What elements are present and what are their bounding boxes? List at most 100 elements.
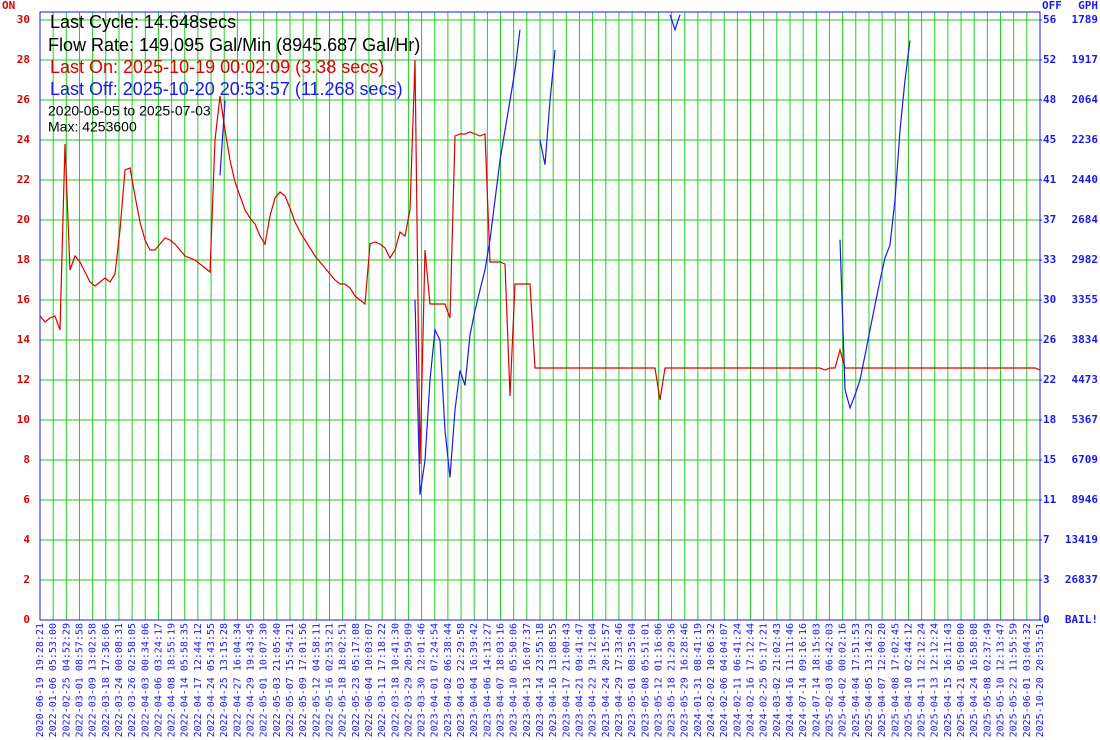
gph-label: 2064	[1072, 93, 1099, 106]
x-tick-label: 2022-04-29 19:43:45	[246, 623, 257, 737]
x-tick-label: 2022-06-04 10:03:07	[364, 623, 375, 737]
x-tick-label: 2024-07-14 09:16:16	[798, 623, 809, 737]
x-tick-label: 2022-05-03 21:05:40	[272, 623, 283, 737]
gph-label: 1917	[1072, 53, 1099, 66]
annotation: Max: 4253600	[48, 119, 137, 135]
annotation: Last Off: 2025-10-20 20:53:57 (11.268 se…	[50, 79, 403, 99]
y2-tick-label: 30	[1043, 293, 1056, 306]
x-tick-label: 2022-03-11 17:18:22	[377, 623, 388, 737]
x-tick-label: 2023-05-01 08:35:04	[627, 623, 638, 737]
y2-tick-label: 26	[1043, 333, 1057, 346]
x-tick-label: 2025-04-21 05:00:00	[956, 623, 967, 737]
y2-tick-label: 0	[1043, 613, 1050, 626]
x-tick-label: 2022-05-16 02:53:21	[324, 623, 335, 737]
x-tick-label: 2022-04-14 05:58:35	[180, 623, 191, 737]
y-tick-label: 8	[23, 453, 30, 466]
series-line	[40, 59, 1040, 465]
x-tick-label: 2025-06-01 03:04:32	[1022, 623, 1033, 737]
x-tick-label: 2023-04-29 17:33:46	[614, 623, 625, 737]
x-tick-label: 2022-04-03 00:34:06	[140, 623, 151, 737]
x-tick-label: 2022-03-09 13:02:58	[88, 623, 99, 737]
x-tick-label: 2022-04-27 16:04:34	[232, 623, 243, 737]
x-tick-label: 2022-03-01 08:57:58	[74, 623, 85, 737]
gph-label: 8946	[1072, 493, 1099, 506]
y-tick-label: 30	[17, 13, 30, 26]
y2-tick-label: 37	[1043, 213, 1056, 226]
y-tick-label: 12	[17, 373, 30, 386]
x-tick-label: 2022-05-09 17:01:56	[298, 623, 309, 737]
x-tick-label: 2025-05-10 12:13:47	[996, 623, 1007, 737]
x-tick-label: 2025-04-04 17:51:53	[851, 623, 862, 737]
x-tick-label: 2023-04-14 23:55:18	[535, 623, 546, 737]
x-tick-label: 2024-03-02 21:02:43	[772, 623, 783, 737]
x-tick-label: 2022-03-18 17:36:06	[101, 623, 112, 737]
x-tick-label: 2022-04-06 03:24:17	[153, 623, 164, 737]
y-tick-label: 28	[17, 53, 30, 66]
y-tick-label: 22	[17, 173, 30, 186]
x-tick-label: 2023-04-17 21:00:43	[561, 623, 572, 737]
x-tick-label: 2023-05-18 21:20:36	[667, 623, 678, 737]
x-tick-label: 2024-02-16 17:12:44	[746, 623, 757, 737]
x-tick-label: 2024-07-14 18:15:03	[811, 623, 822, 737]
gph-label: 4473	[1072, 373, 1099, 386]
x-tick-label: 2024-02-02 10:06:32	[706, 623, 717, 737]
grid	[39, 12, 1041, 621]
x-tick-label: 2024-02-11 06:41:24	[732, 623, 743, 737]
x-tick-label: 2022-04-08 18:55:19	[167, 623, 178, 737]
x-tick-label: 2022-04-24 05:43:55	[206, 623, 217, 737]
gph-label: 2684	[1072, 213, 1099, 226]
x-tick-label: 2020-06-19 19:28:21	[35, 623, 46, 737]
y2-axis-label: OFF	[1042, 0, 1062, 12]
x-tick-label: 2022-05-01 10:07:30	[259, 623, 270, 737]
y2-tick-label: 48	[1043, 93, 1056, 106]
x-tick-label: 2023-04-01 07:24:54	[430, 623, 441, 737]
x-tick-label: 2022-03-29 20:59:09	[403, 623, 414, 737]
plot-frame	[39, 11, 1041, 621]
y2-tick-label: 7	[1043, 533, 1050, 546]
x-tick-label: 2023-05-12 01:16:06	[653, 623, 664, 737]
x-tick-label: 2025-04-13 12:12:24	[930, 623, 941, 737]
y-tick-label: 20	[17, 213, 30, 226]
x-tick-label: 2025-05-22 11:55:59	[1009, 623, 1020, 737]
x-tick-label: 2024-02-25 05:17:21	[759, 623, 770, 737]
x-tick-label: 2024-04-16 11:11:46	[785, 623, 796, 737]
series-line	[219, 14, 911, 495]
x-tick-label: 2024-02-06 04:04:07	[719, 623, 730, 737]
lines	[40, 14, 1040, 495]
x-tick-label: 2022-05-07 15:54:21	[285, 623, 296, 737]
x-tick-label: 2022-05-18 18:02:51	[338, 623, 349, 737]
gph-label: 2982	[1072, 253, 1099, 266]
x-tick-label: 2025-04-15 16:11:43	[943, 623, 954, 737]
x-tick-label: 2025-04-11 12:12:24	[917, 623, 928, 737]
y-tick-label: 16	[17, 293, 31, 306]
x-tick-label: 2025-04-07 12:00:20	[877, 623, 888, 737]
gph-label: 1789	[1072, 13, 1099, 26]
x-tick-label: 2025-04-05 13:14:23	[864, 623, 875, 737]
y-axis-label: ON	[2, 0, 15, 12]
y-tick-label: 18	[17, 253, 30, 266]
x-tick-label: 2022-03-24 00:08:31	[114, 623, 125, 737]
y-tick-label: 4	[23, 533, 30, 546]
x-tick-label: 2022-03-26 02:58:05	[127, 623, 138, 737]
annotation: Flow Rate: 149.095 Gal/Min (8945.687 Gal…	[48, 35, 420, 55]
x-tick-label: 2023-05-08 05:51:01	[640, 623, 651, 737]
x-tick-label: 2022-04-17 12:44:12	[193, 623, 204, 737]
gph-label: 3355	[1072, 293, 1099, 306]
y2-tick-label: 45	[1043, 133, 1056, 146]
gph-label: 3834	[1072, 333, 1099, 346]
x-tick-label: 2023-04-10 05:50:06	[509, 623, 520, 737]
gph-label: 2236	[1072, 133, 1099, 146]
x-tick-label: 2023-03-30 12:01:46	[417, 623, 428, 737]
y-tick-label: 24	[17, 133, 31, 146]
y2-tick-label: 3	[1043, 573, 1050, 586]
y-tick-label: 0	[23, 613, 30, 626]
x-tick-label: 2022-04-25 13:15:28	[219, 623, 230, 737]
gph-label: 2440	[1072, 173, 1099, 186]
y2-tick-label: 56	[1043, 13, 1057, 26]
x-tick-label: 2023-04-13 16:07:37	[522, 623, 533, 737]
gph-label: 13419	[1065, 533, 1098, 546]
annotation: Last On: 2025-10-19 00:02:09 (3.38 secs)	[50, 57, 384, 77]
gph-label: 5367	[1072, 413, 1099, 426]
x-tick-label: 2023-04-06 14:13:27	[482, 623, 493, 737]
